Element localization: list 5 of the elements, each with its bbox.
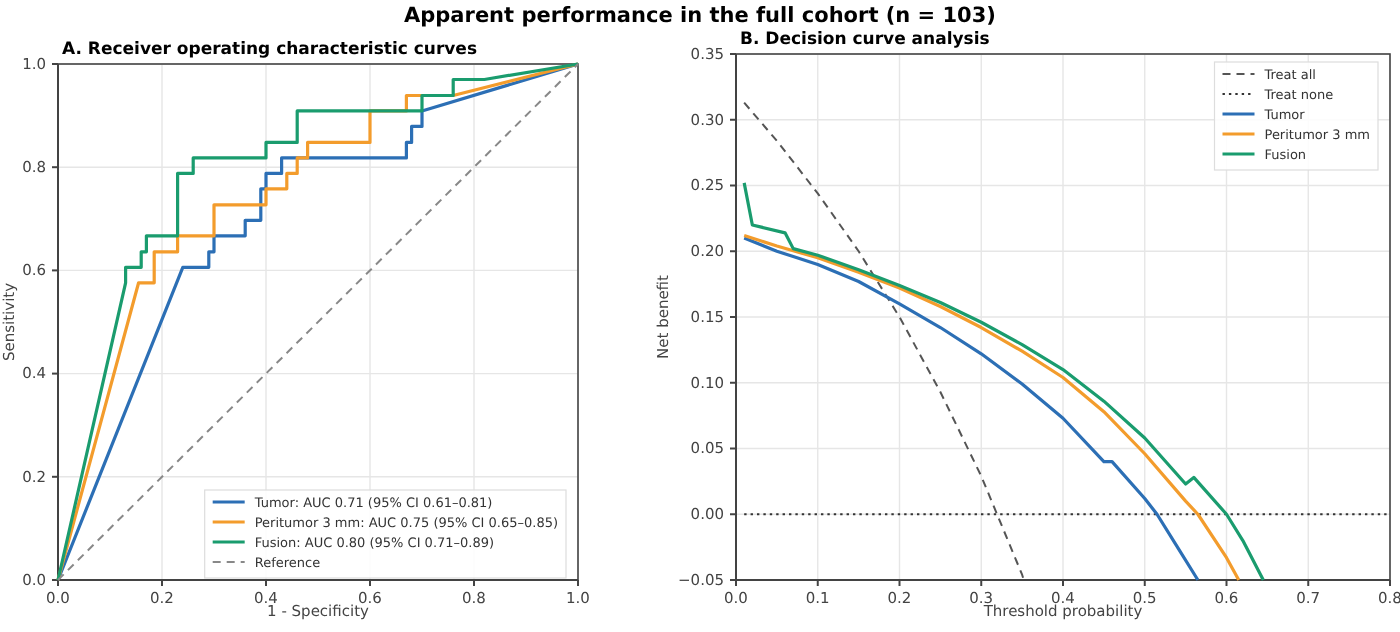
chart-title: A. Receiver operating characteristic curves (62, 40, 478, 60)
chart-title: B. Decision curve analysis (740, 30, 990, 50)
text: Apparent performance in the full cohort (n = 103) (404, 4, 996, 28)
line-series (742, 181, 1265, 582)
line-series (743, 101, 1025, 581)
